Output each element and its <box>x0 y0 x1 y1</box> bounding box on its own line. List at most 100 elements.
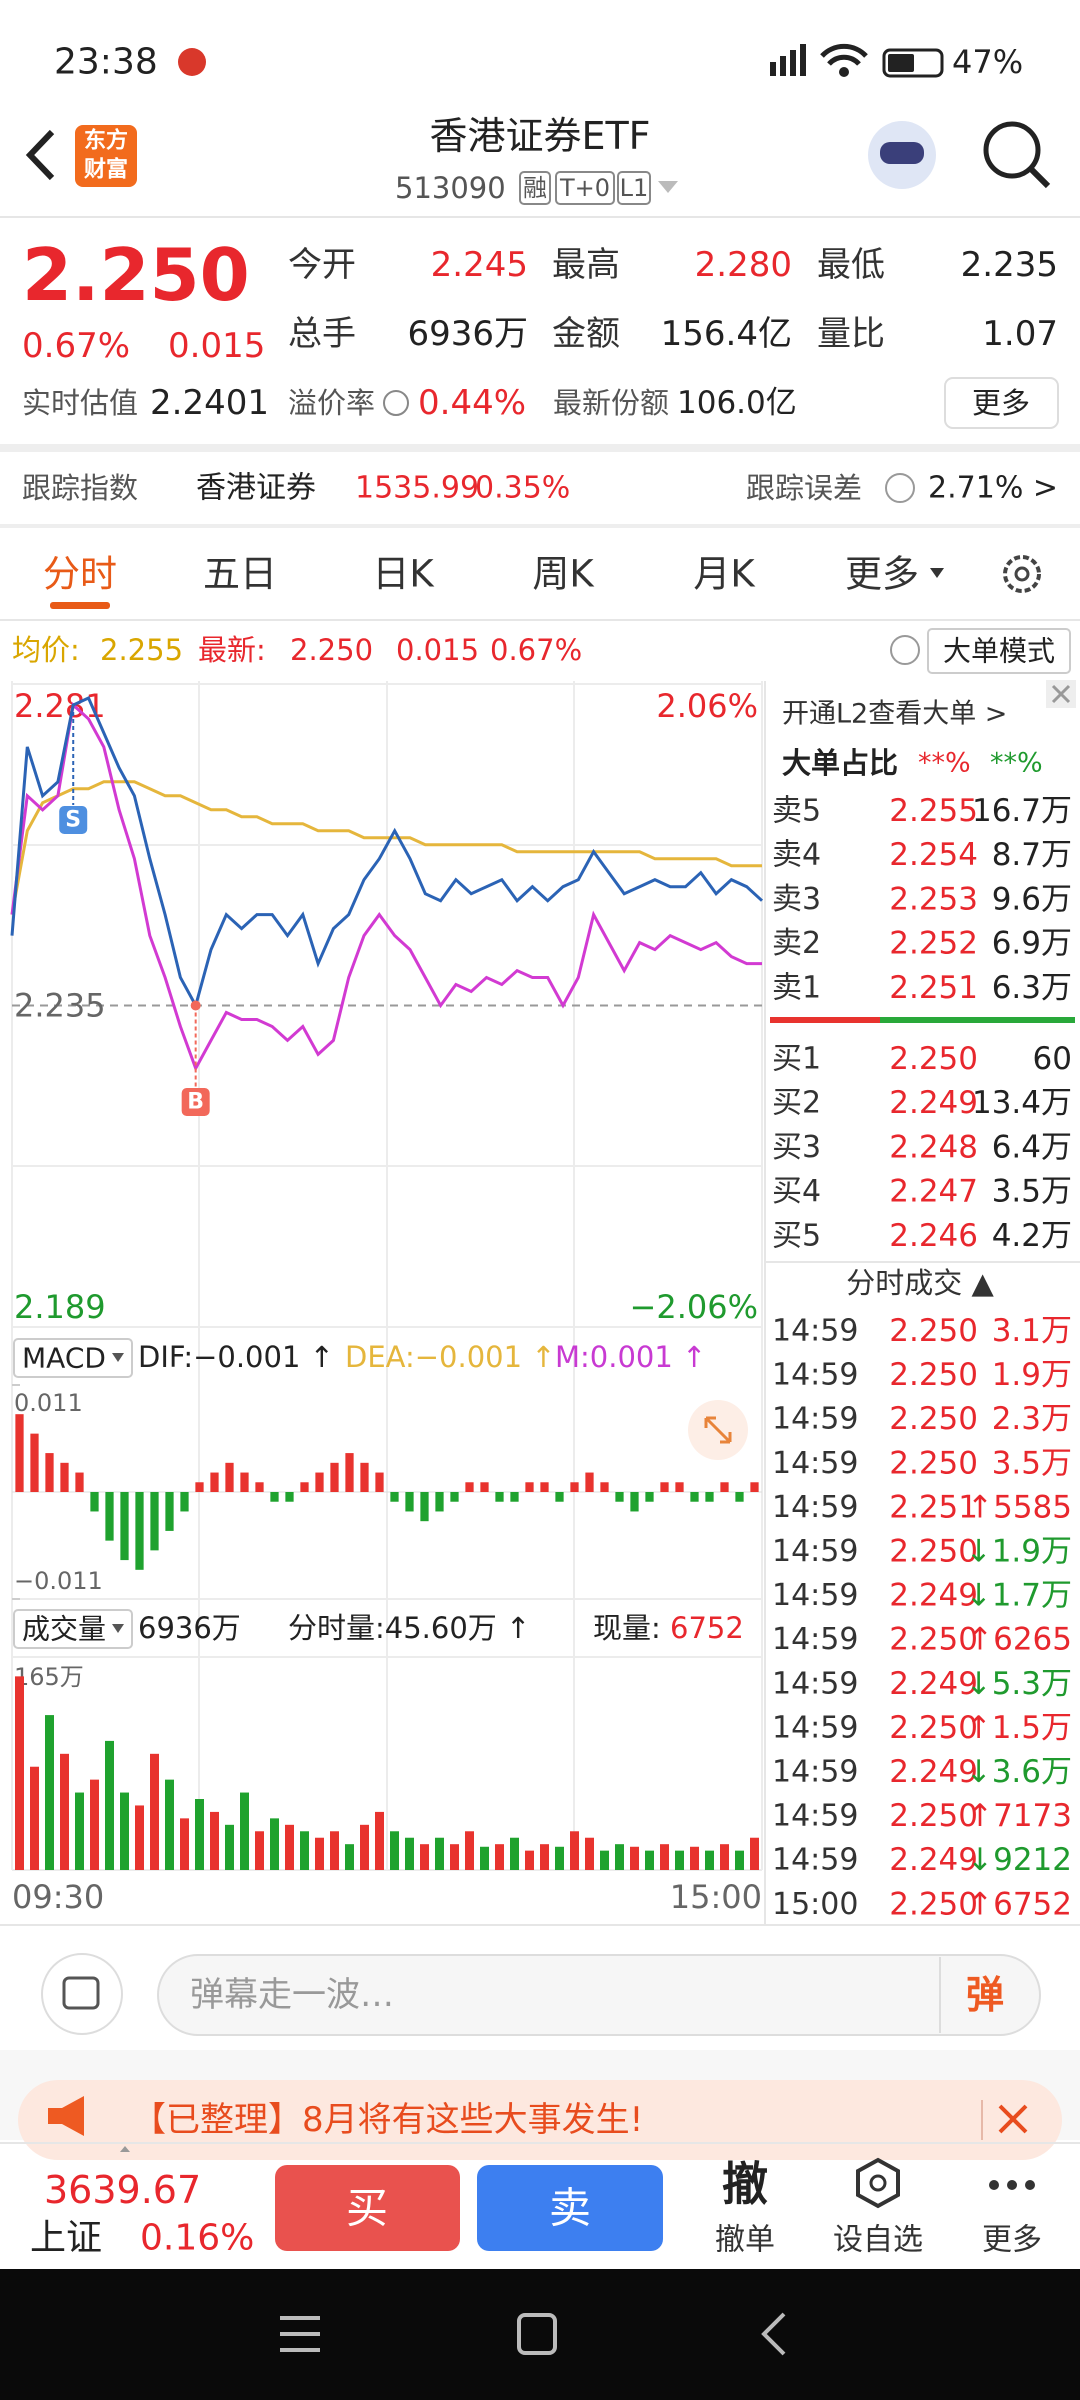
volume-bar <box>525 1850 534 1870</box>
last-price: 2.250 <box>22 233 250 317</box>
more-dot <box>1025 2180 1035 2190</box>
volume-bar <box>45 1715 54 1870</box>
sell-button[interactable] <box>477 2165 663 2251</box>
volume-selector-box[interactable] <box>13 1609 133 1649</box>
tab[interactable]: 周K <box>532 553 595 596</box>
more-label[interactable]: 更多 <box>982 2223 1042 2258</box>
book-label: 卖5 <box>772 794 821 829</box>
trade-price: 2.249 <box>889 1754 978 1790</box>
trade-time: 14:59 <box>772 1666 858 1701</box>
change-pct: 0.67% <box>22 326 130 366</box>
trade-price: 2.250 <box>889 1445 978 1481</box>
volume-bar <box>30 1766 39 1870</box>
watch-icon[interactable] <box>856 2157 900 2209</box>
index-name: 上证 <box>30 2218 102 2259</box>
close-icon <box>1051 684 1071 704</box>
avg-value: 2.255 <box>100 633 183 667</box>
battery-level <box>888 54 914 72</box>
volume-bar <box>135 1805 144 1870</box>
tab[interactable]: 五日 <box>203 553 277 596</box>
status-time: 23:38 <box>54 42 158 83</box>
tracking-label: 跟踪误差 <box>746 471 862 505</box>
field-label: 最新份额 <box>553 386 669 420</box>
banner[interactable] <box>18 2080 1062 2160</box>
x-tick-label: 15:00 <box>670 1878 762 1916</box>
more-button-box[interactable] <box>944 377 1059 429</box>
macd-bar <box>525 1482 534 1492</box>
badge-box <box>555 171 615 205</box>
macd-bar <box>300 1482 309 1492</box>
macd-bar <box>90 1492 99 1512</box>
macd-bar <box>330 1462 339 1492</box>
macd-bar <box>450 1492 459 1502</box>
tab[interactable]: 月K <box>693 553 756 596</box>
badge: 融 <box>523 174 547 202</box>
macd-bar <box>630 1492 639 1512</box>
comment-list-button[interactable] <box>41 1953 123 2035</box>
volume-bar <box>150 1753 159 1870</box>
macd-bar <box>165 1492 174 1531</box>
book-volume: 8.7万 <box>992 837 1072 873</box>
banner-close[interactable] <box>998 2104 1028 2134</box>
trade-volume: 3.1万 <box>992 1313 1072 1349</box>
macd-selector-box[interactable] <box>13 1338 133 1378</box>
danmaku-button[interactable]: 弹 <box>966 1973 1004 2017</box>
volume-bar <box>690 1846 699 1870</box>
volume-bar <box>705 1850 714 1870</box>
expand-arrow <box>120 2146 130 2152</box>
trade-price: 2.250 <box>889 1622 978 1658</box>
macd-bar <box>750 1482 759 1492</box>
volume-total: 6936万 <box>138 1611 241 1645</box>
book-price: 2.248 <box>889 1129 978 1165</box>
menu-key[interactable] <box>280 2316 320 2352</box>
macd-bar <box>150 1492 159 1551</box>
minute-volume: 分时量:45.60万 ↑ <box>288 1611 530 1645</box>
volume-bar <box>105 1740 114 1870</box>
price-line <box>10 696 764 1010</box>
mode-button-box[interactable] <box>927 628 1071 674</box>
watch-icon-center <box>869 2174 887 2192</box>
field-value: 106.0亿 <box>677 385 797 421</box>
search-button[interactable] <box>983 121 1041 179</box>
comment-input[interactable] <box>157 1954 1041 2036</box>
home-key[interactable] <box>517 2313 557 2355</box>
trade-volume: ↓1.7万 <box>966 1578 1072 1614</box>
volume-bar <box>540 1844 549 1870</box>
macd-bar <box>135 1492 144 1570</box>
back-button[interactable] <box>25 129 55 181</box>
tab[interactable]: 更多 <box>845 553 919 596</box>
wifi-dot <box>839 67 849 77</box>
badge: L1 <box>620 174 649 202</box>
help-icon[interactable] <box>885 473 915 503</box>
security-code: 513090 <box>395 171 506 205</box>
buy-button[interactable] <box>275 2165 460 2251</box>
field-label: 溢价率 <box>288 386 375 420</box>
trade-time: 14:59 <box>772 1578 858 1613</box>
current-volume: 6752 <box>670 1611 744 1645</box>
trade-time: 14:59 <box>772 1490 858 1525</box>
field-label: 最低 <box>817 245 885 285</box>
book-label: 买1 <box>772 1042 821 1077</box>
macd-bar <box>240 1472 249 1492</box>
tracking-label: 跟踪指数 <box>22 471 138 505</box>
settings-button[interactable] <box>1003 555 1041 593</box>
macd-bar <box>705 1492 714 1502</box>
expand-icon <box>704 1416 732 1444</box>
watch-label[interactable]: 设自选 <box>833 2223 923 2258</box>
back-key[interactable] <box>761 2312 786 2356</box>
signal-bar <box>770 62 776 76</box>
volume-bar <box>645 1850 654 1870</box>
macd-bar <box>315 1472 324 1492</box>
info-icon[interactable] <box>383 390 409 416</box>
tab[interactable]: 分时 <box>43 553 117 596</box>
help-icon[interactable] <box>890 635 920 665</box>
cancel-label[interactable]: 撤单 <box>715 2223 775 2258</box>
tab[interactable]: 日K <box>372 553 435 596</box>
settings-center <box>1014 566 1030 582</box>
indicator-selector: MACD <box>22 1342 106 1375</box>
book-label: 卖2 <box>772 926 821 961</box>
page-title: 香港证券ETF <box>429 114 650 158</box>
book-volume: 4.2万 <box>992 1218 1072 1254</box>
trade-price: 2.250 <box>889 1886 978 1922</box>
